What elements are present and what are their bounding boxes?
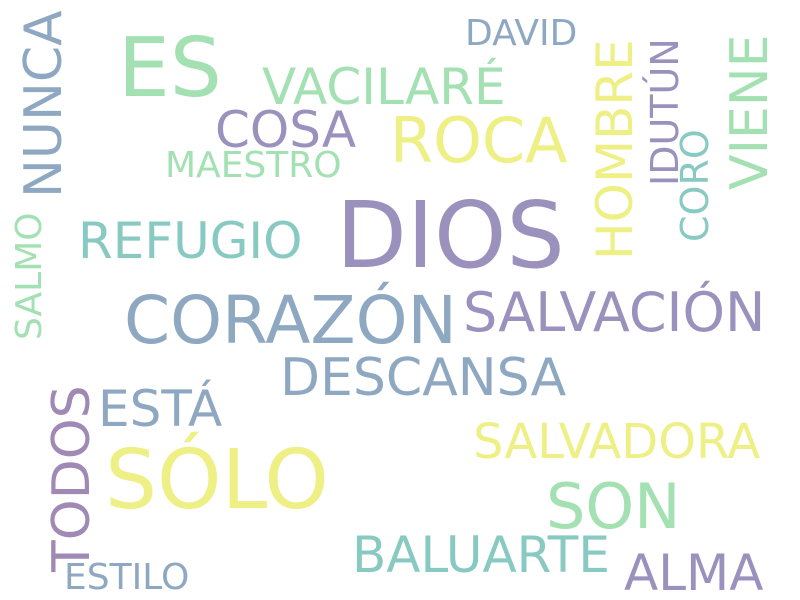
word-hombre: HOMBRE <box>586 39 644 260</box>
word-dios: DIOS <box>336 182 565 289</box>
word-salmo: SALMO <box>9 212 50 340</box>
word-es: ES <box>118 21 222 116</box>
word-nunca: NUNCA <box>14 10 74 198</box>
word-david: DAVID <box>465 13 578 54</box>
word-salvacion: SALVACIÓN <box>463 281 766 344</box>
word-cosa: COSA <box>215 101 357 159</box>
word-viene: VIENE <box>720 34 780 190</box>
word-son: SON <box>546 470 681 543</box>
word-corazon: CORAZÓN <box>124 282 457 359</box>
word-vacilare: VACILARÉ <box>262 58 506 116</box>
word-salvadora: SALVADORA <box>473 414 761 470</box>
word-baluarte: BALUARTE <box>352 526 610 584</box>
word-solo: SÓLO <box>105 433 329 528</box>
word-roca: ROCA <box>390 104 568 177</box>
word-estilo: ESTILO <box>64 557 190 598</box>
word-refugio: REFUGIO <box>78 212 303 270</box>
word-alma: ALMA <box>624 544 764 600</box>
word-todos: TODOS <box>42 385 102 572</box>
word-coro: CORO <box>673 129 717 242</box>
word-maestro: MAESTRO <box>165 145 342 186</box>
word-descansa: DESCANSA <box>280 348 567 408</box>
word-esta: ESTÁ <box>98 380 223 438</box>
